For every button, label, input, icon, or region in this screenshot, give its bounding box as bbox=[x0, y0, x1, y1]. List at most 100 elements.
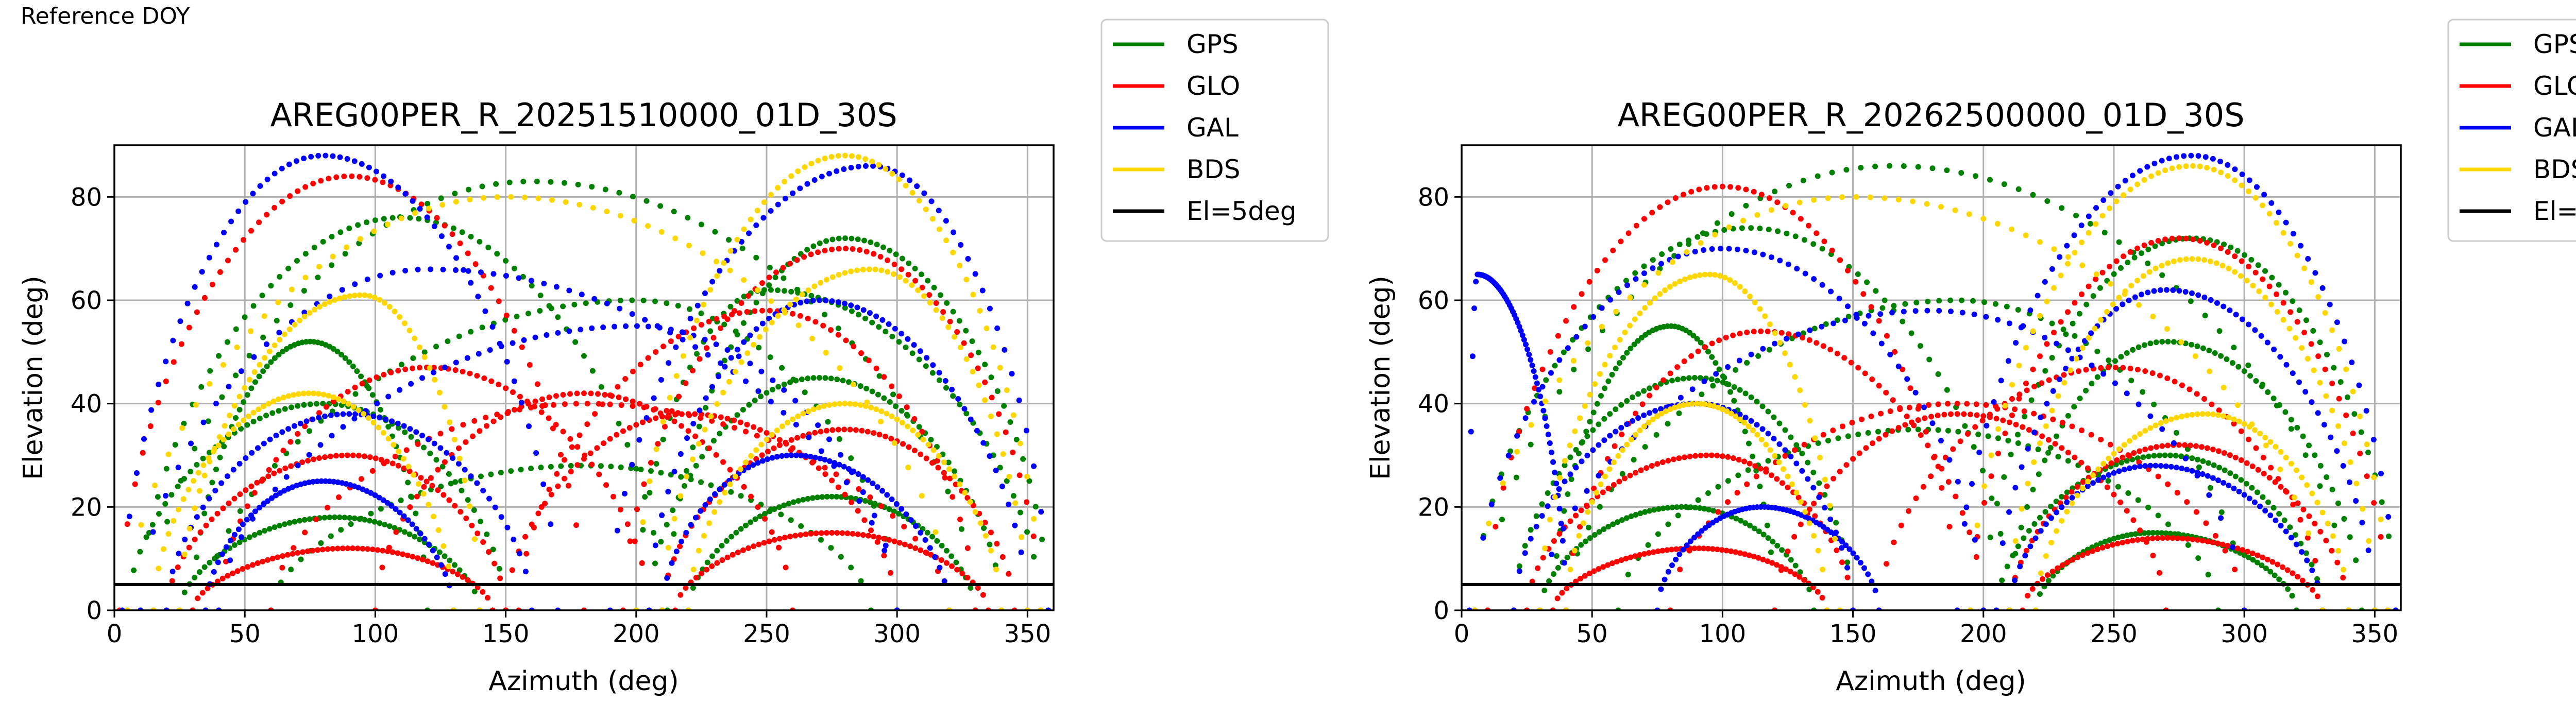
track-point-gps bbox=[1024, 529, 1030, 535]
track-point-gps bbox=[968, 585, 974, 591]
track-point-bds bbox=[2184, 413, 2190, 419]
track-point-gps bbox=[548, 179, 554, 185]
track-point-gps bbox=[721, 321, 727, 328]
track-point-gal bbox=[1718, 246, 1724, 252]
track-point-gal bbox=[2116, 468, 2122, 474]
track-point-gps bbox=[1745, 467, 1751, 473]
track-point-gal bbox=[629, 461, 635, 468]
track-point-glo bbox=[550, 402, 556, 408]
track-point-glo bbox=[792, 533, 799, 539]
track-point-bds bbox=[769, 432, 775, 438]
track-point-gal bbox=[310, 478, 316, 485]
track-point-bds bbox=[732, 473, 738, 479]
track-point-gal bbox=[475, 294, 481, 300]
track-point-gps bbox=[2098, 540, 2104, 546]
track-point-gal bbox=[1533, 523, 1539, 529]
track-point-gal bbox=[170, 337, 176, 344]
track-point-bds bbox=[894, 416, 900, 422]
track-point-gal bbox=[917, 348, 923, 354]
track-point-gps bbox=[709, 553, 715, 559]
track-point-bds bbox=[2030, 328, 2036, 334]
track-point-glo bbox=[2052, 441, 2058, 447]
track-point-gal bbox=[1658, 406, 1664, 412]
track-point-bds bbox=[435, 527, 442, 533]
track-point-gal bbox=[1550, 459, 1556, 465]
track-point-gps bbox=[817, 375, 823, 381]
track-point-glo bbox=[395, 368, 401, 374]
track-point-bds bbox=[1589, 499, 1595, 505]
track-point-glo bbox=[769, 529, 775, 535]
track-point-bds bbox=[446, 563, 452, 570]
track-point-bds bbox=[1733, 413, 1739, 419]
track-point-bds bbox=[577, 201, 583, 208]
track-point-glo bbox=[2023, 547, 2029, 554]
track-point-gps bbox=[355, 222, 361, 228]
track-point-bds bbox=[1572, 428, 1578, 434]
track-point-bds bbox=[815, 158, 821, 164]
track-point-gal bbox=[2261, 192, 2267, 198]
track-point-bds bbox=[1767, 321, 1773, 328]
track-point-bds bbox=[903, 182, 909, 188]
track-point-glo bbox=[1848, 359, 1854, 366]
track-point-glo bbox=[964, 495, 971, 501]
track-point-gal bbox=[2241, 492, 2247, 498]
track-point-glo bbox=[745, 293, 752, 299]
track-point-bds bbox=[1627, 322, 1633, 329]
track-point-glo bbox=[782, 535, 788, 541]
track-point-glo bbox=[249, 562, 256, 568]
track-point-glo bbox=[519, 344, 525, 350]
x-tick-label: 350 bbox=[2351, 620, 2399, 648]
track-point-gal bbox=[1725, 364, 1731, 370]
track-point-glo bbox=[220, 505, 226, 511]
track-point-bds bbox=[2134, 181, 2141, 187]
track-point-gal bbox=[832, 460, 838, 466]
track-point-gps bbox=[828, 375, 834, 382]
track-point-glo bbox=[225, 573, 231, 579]
track-point-glo bbox=[488, 378, 495, 384]
track-point-gal bbox=[736, 353, 742, 359]
track-point-glo bbox=[1641, 216, 1647, 222]
track-point-gps bbox=[810, 243, 817, 249]
track-point-glo bbox=[630, 368, 636, 374]
track-point-bds bbox=[667, 395, 673, 401]
track-point-glo bbox=[999, 554, 1006, 560]
track-point-glo bbox=[863, 249, 870, 255]
track-point-glo bbox=[1723, 547, 1730, 554]
track-point-bds bbox=[927, 300, 933, 306]
track-point-gps bbox=[617, 298, 623, 304]
track-point-glo bbox=[943, 560, 950, 566]
track-point-bds bbox=[1599, 323, 1605, 330]
track-point-glo bbox=[1594, 267, 1600, 273]
track-point-bds bbox=[2100, 460, 2107, 467]
track-point-gal bbox=[346, 411, 352, 417]
track-point-gps bbox=[575, 181, 581, 187]
track-point-glo bbox=[1758, 192, 1765, 198]
track-point-gps bbox=[937, 292, 943, 298]
track-point-gps bbox=[298, 556, 304, 562]
track-point-glo bbox=[2201, 396, 2208, 402]
track-point-bds bbox=[160, 546, 166, 552]
track-point-bds bbox=[720, 389, 726, 396]
track-point-glo bbox=[2111, 491, 2117, 498]
track-point-gal bbox=[579, 292, 585, 298]
track-point-gps bbox=[2035, 446, 2041, 452]
track-point-gps bbox=[929, 370, 936, 376]
track-point-gps bbox=[881, 395, 887, 401]
track-point-glo bbox=[1725, 454, 1731, 460]
track-point-glo bbox=[1967, 412, 1973, 418]
track-point-gal bbox=[1839, 539, 1845, 545]
track-point-gal bbox=[893, 501, 900, 507]
track-point-gps bbox=[201, 510, 208, 517]
track-point-gps bbox=[1760, 532, 1767, 538]
track-point-gal bbox=[2088, 330, 2094, 336]
track-point-gal bbox=[2006, 509, 2012, 515]
track-point-glo bbox=[1939, 485, 1945, 491]
track-point-gps bbox=[2128, 378, 2134, 384]
track-point-gps bbox=[799, 376, 805, 383]
track-point-gps bbox=[757, 513, 763, 520]
track-point-gal bbox=[566, 328, 572, 334]
track-point-glo bbox=[1633, 410, 1639, 417]
track-point-glo bbox=[567, 436, 573, 442]
track-point-bds bbox=[2232, 269, 2238, 275]
track-point-gps bbox=[2145, 530, 2151, 536]
